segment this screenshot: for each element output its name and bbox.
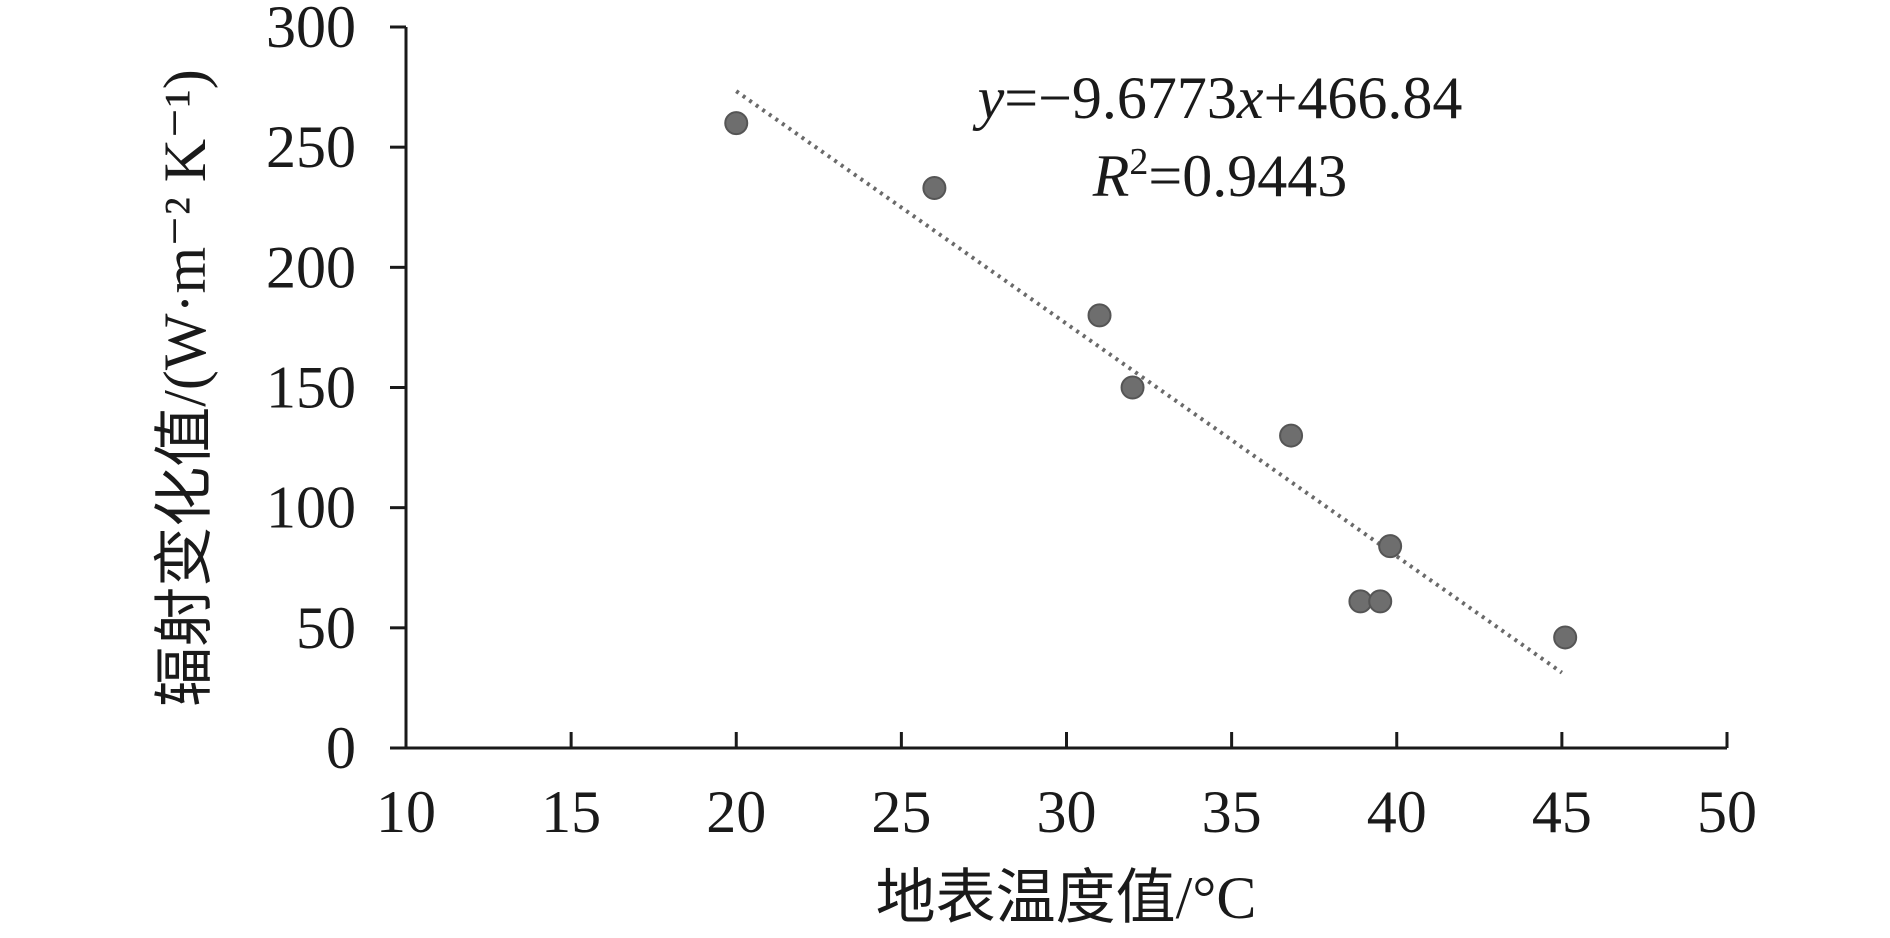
data-point-5 xyxy=(1378,534,1403,559)
x-tick-label: 40 xyxy=(1367,779,1427,845)
x-tick-label: 30 xyxy=(1037,779,1097,845)
x-ticks: 10 15 20 25 30 35 40 45 50 xyxy=(376,732,1757,845)
y-tick-label: 0 xyxy=(326,715,356,781)
x-tick-label: 15 xyxy=(541,779,601,845)
y-ticks: 0 50 100 150 200 250 300 xyxy=(266,0,406,781)
x-tick-label: 45 xyxy=(1532,779,1592,845)
x-tick-label: 10 xyxy=(376,779,436,845)
x-tick-label: 20 xyxy=(706,779,766,845)
data-point-3 xyxy=(1120,375,1145,400)
y-axis-title: 辐射变化值/(W·m⁻² K⁻¹) xyxy=(152,69,218,707)
r-squared-label: R2=0.9443 xyxy=(1092,141,1348,209)
x-axis-title: 地表温度值/°C xyxy=(876,865,1257,931)
data-point-2 xyxy=(1087,303,1112,328)
data-point-7 xyxy=(1368,589,1393,614)
x-tick-label: 25 xyxy=(871,779,931,845)
x-tick-label: 35 xyxy=(1202,779,1262,845)
data-point-1 xyxy=(922,176,947,201)
y-tick-label: 300 xyxy=(266,0,356,60)
trendline xyxy=(735,89,1564,675)
equation-annotation: y=−9.6773x+466.84 R2=0.9443 xyxy=(972,65,1463,209)
data-point-6 xyxy=(1348,589,1373,614)
data-point-4 xyxy=(1279,423,1304,448)
y-tick-label: 100 xyxy=(266,475,356,541)
x-tick-label: 50 xyxy=(1697,779,1757,845)
y-tick-label: 150 xyxy=(266,355,356,421)
y-tick-label: 50 xyxy=(296,595,356,661)
y-tick-label: 200 xyxy=(266,234,356,300)
data-point-0 xyxy=(724,111,749,136)
trendline-equation: y=−9.6773x+466.84 xyxy=(972,65,1463,131)
axes xyxy=(404,27,1727,750)
y-tick-label: 250 xyxy=(266,114,356,180)
data-points xyxy=(724,111,1578,650)
trendline-layer xyxy=(735,89,1564,675)
data-point-8 xyxy=(1553,625,1578,650)
